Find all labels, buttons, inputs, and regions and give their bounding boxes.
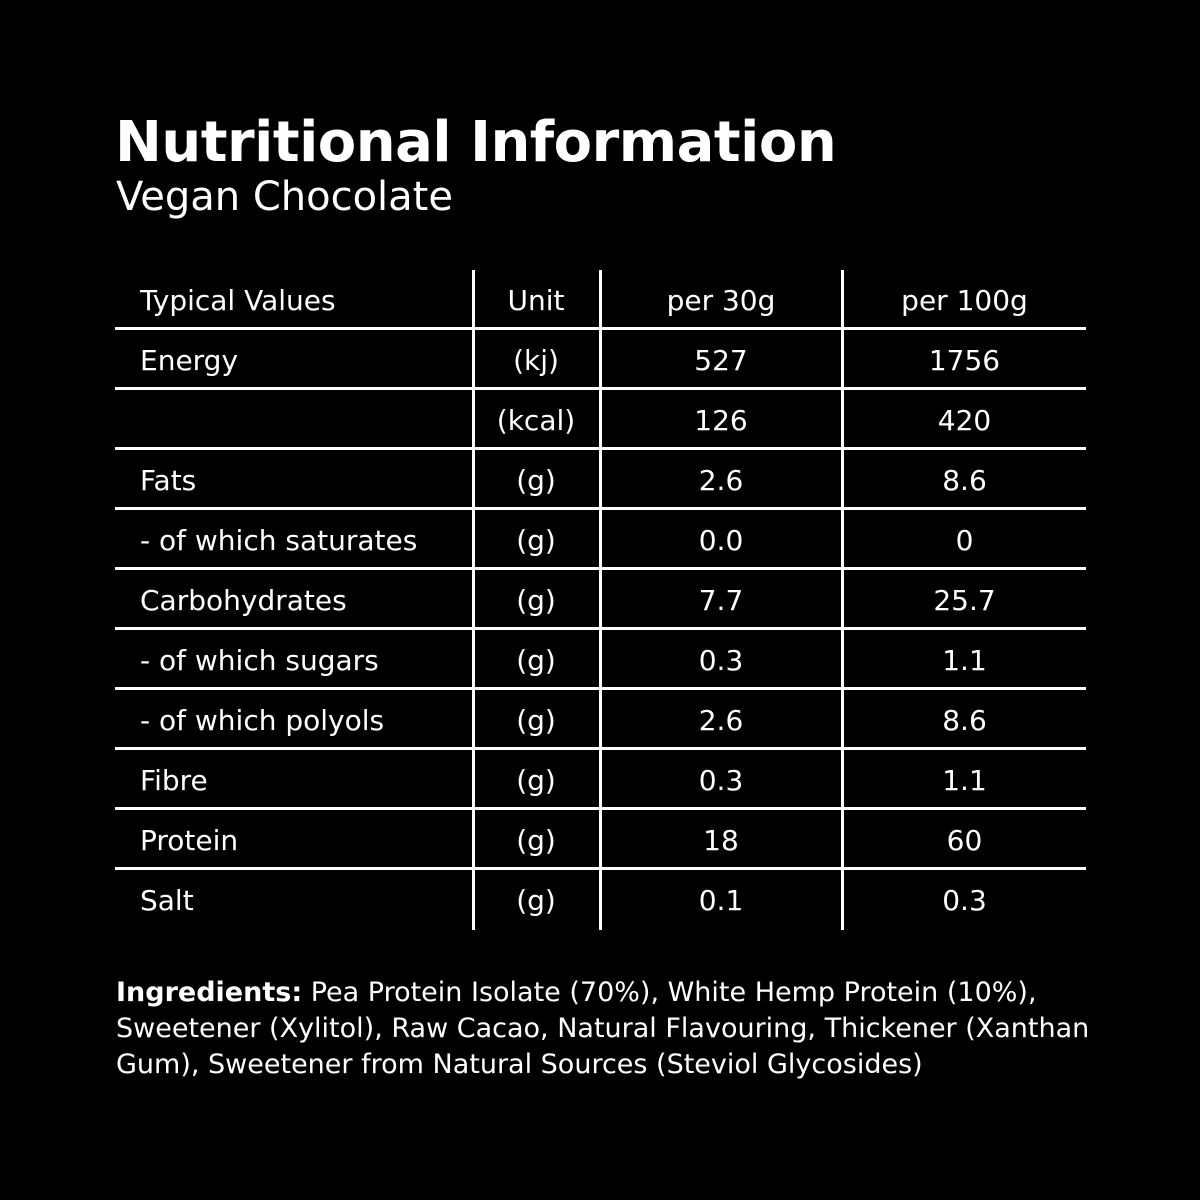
table-header-row: Typical Values Unit per 30g per 100g [115,270,1086,330]
table-row: - of which sugars (g) 0.3 1.1 [115,630,1086,690]
header-unit: Unit [507,284,565,317]
table-row: Fibre (g) 0.3 1.1 [115,750,1086,810]
nutrient-unit: (g) [516,464,556,497]
value-per-30g: 0.0 [698,524,744,557]
ingredients-list: Pea Protein Isolate (70%), White Hemp Pr… [116,977,1090,1080]
page-subtitle: Vegan Chocolate [116,174,453,220]
value-per-30g: 527 [694,344,748,377]
table-row: Energy (kj) 527 1756 [115,330,1086,390]
table-row: Fats (g) 2.6 8.6 [115,450,1086,510]
page-title: Nutritional Information [115,110,837,175]
ingredients-text: Ingredients: Pea Protein Isolate (70%), … [116,975,1096,1083]
value-per-30g: 18 [703,824,739,857]
nutrient-unit: (g) [516,884,556,917]
value-per-100g: 8.6 [942,704,987,737]
value-per-100g: 25.7 [933,584,996,617]
column-divider [599,270,602,930]
value-per-100g: 0.3 [942,884,987,917]
value-per-30g: 0.3 [698,764,744,797]
table-row: Protein (g) 18 60 [115,810,1086,870]
header-per-30g: per 30g [666,284,776,317]
nutrition-table: Typical Values Unit per 30g per 100g Ene… [115,270,1086,930]
nutrient-unit: (kcal) [496,404,576,437]
nutrient-name: Fats [140,464,197,497]
nutrient-unit: (g) [516,764,556,797]
value-per-30g: 126 [694,404,748,437]
nutrient-name: - of which sugars [140,644,379,677]
table-row: - of which saturates (g) 0.0 0 [115,510,1086,570]
table-row: (kcal) 126 420 [115,390,1086,450]
ingredients-label: Ingredients: [116,977,303,1008]
nutrient-name: Energy [140,344,239,377]
nutrient-unit: (g) [516,824,556,857]
value-per-30g: 0.1 [698,884,744,917]
nutrient-unit: (g) [516,704,556,737]
header-per-100g: per 100g [901,284,1028,317]
value-per-100g: 1.1 [942,764,987,797]
value-per-30g: 0.3 [698,644,744,677]
table-row: Carbohydrates (g) 7.7 25.7 [115,570,1086,630]
nutrient-unit: (g) [516,524,556,557]
nutrient-unit: (g) [516,584,556,617]
value-per-30g: 2.6 [698,704,744,737]
nutrient-name: Carbohydrates [140,584,347,617]
value-per-100g: 60 [946,824,983,857]
column-divider [841,270,844,930]
nutrient-name: Fibre [140,764,208,797]
nutrient-unit: (g) [516,644,556,677]
nutrient-name: - of which saturates [140,524,418,557]
table-row: Salt (g) 0.1 0.3 [115,870,1086,930]
header-typical-values: Typical Values [140,284,336,317]
nutrient-name: Protein [140,824,239,857]
value-per-100g: 420 [937,404,992,437]
nutrient-name: - of which polyols [140,704,385,737]
value-per-100g: 1.1 [942,644,987,677]
table-row: - of which polyols (g) 2.6 8.6 [115,690,1086,750]
nutrient-name: Salt [140,884,194,917]
nutrient-unit: (kj) [513,344,559,377]
value-per-100g: 8.6 [942,464,987,497]
column-divider [472,270,475,930]
value-per-100g: 0 [955,524,974,557]
value-per-100g: 1756 [928,344,1001,377]
value-per-30g: 2.6 [698,464,744,497]
value-per-30g: 7.7 [698,584,744,617]
